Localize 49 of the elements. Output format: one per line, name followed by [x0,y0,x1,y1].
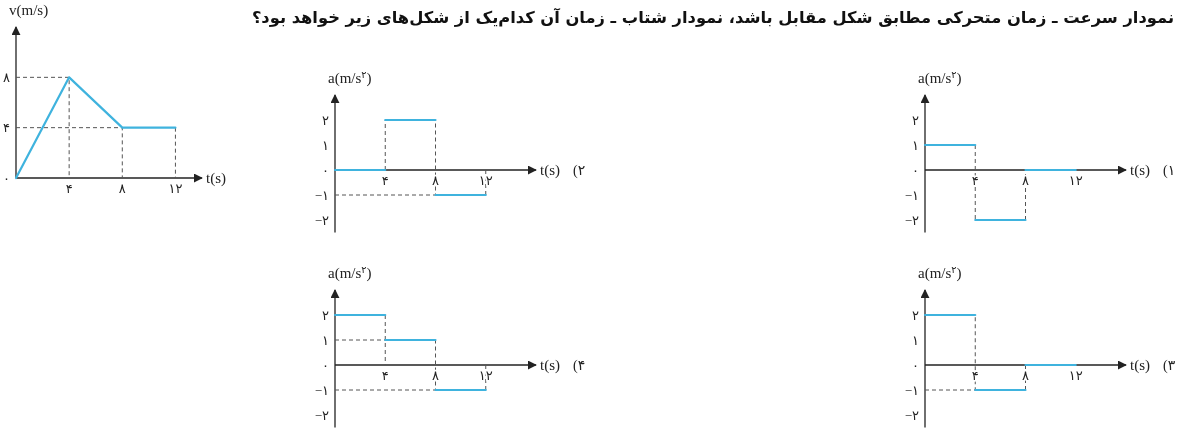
x-axis-title: t(s) [206,170,226,187]
x-axis-title: t(s) [1130,162,1150,179]
text: (۴ [573,358,586,374]
y-tick-label: ۴ [3,120,11,136]
y-tick-label: ۸ [3,69,11,85]
y-tick-label: ۰ [912,357,919,373]
y-tick-label: ۰ [322,357,329,373]
x-tick-label: ۸ [1022,173,1030,188]
y-tick-label: ۲ [912,307,920,323]
y-tick-label: −۲ [904,212,919,228]
x-tick-label: ۱۲ [478,368,493,383]
y-tick-label: −۱ [904,382,919,398]
y-tick-label: −۱ [314,187,329,203]
x-tick-label: ۸ [432,368,440,383]
y-tick-label: −۱ [314,382,329,398]
x-tick-label: ۴ [971,368,979,383]
y-tick-label: −۱ [904,187,919,203]
x-tick-label: ۴ [971,173,979,188]
x-tick-label: ۴ [381,368,389,383]
x-axis-title: t(s) [1130,357,1150,374]
x-tick-label: ۸ [118,181,126,196]
x-tick-label: ۱۲ [168,181,183,196]
x-axis-title: t(s) [540,357,560,374]
y-tick-label: ۰ [322,162,329,178]
y-tick-label: ۱ [912,137,919,153]
x-tick-label: ۴ [65,181,73,196]
x-tick-label: ۱۲ [478,173,493,188]
x-tick-label: ۴ [381,173,389,188]
y-tick-label: −۲ [314,212,329,228]
text: (۲ [573,163,586,179]
y-tick-label: ۱ [912,332,919,348]
text: (۳ [1163,358,1176,374]
y-tick-label: ۱ [322,332,329,348]
x-tick-label: ۱۲ [1068,368,1083,383]
y-tick-label: ۱ [322,137,329,153]
y-tick-label: ۲ [912,112,920,128]
y-tick-label: ۲ [322,307,330,323]
y-tick-label: ۰ [3,170,10,186]
x-tick-label: ۱۲ [1068,173,1083,188]
text: (۱ [1163,163,1176,179]
x-axis-title: t(s) [540,162,560,179]
x-tick-label: ۸ [432,173,440,188]
y-tick-label: ۰ [912,162,919,178]
y-tick-label: −۲ [904,407,919,423]
y-tick-label: ۲ [322,112,330,128]
x-tick-label: ۸ [1022,368,1030,383]
y-tick-label: −۲ [314,407,329,423]
text: نمودار سرعت ـ زمان متحرکی مطابق شکل مقابل باشد، نمودار شتاب ـ زمان آن کدام‌یک از شکل‌های زیر خواهد بود؟ [251,7,1174,27]
y-axis-title: v(m/s) [9,2,49,19]
